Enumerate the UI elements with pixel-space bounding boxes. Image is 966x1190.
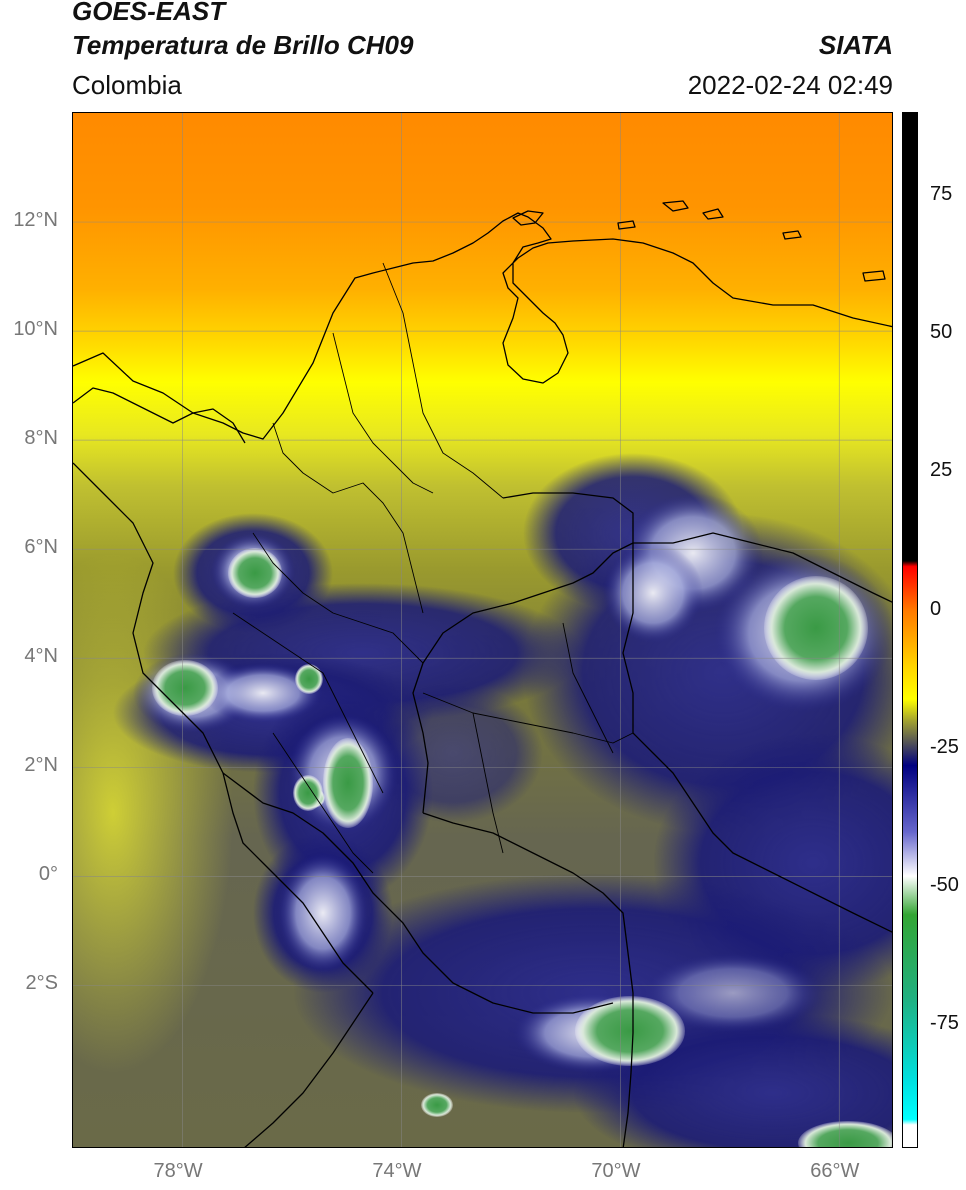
lat-tick-label: 2°S: [25, 972, 58, 995]
colorbar-tick-label: 25: [930, 459, 953, 482]
colorbar-tick-label: -50: [930, 874, 959, 897]
lon-tick-label: 66°W: [810, 1160, 860, 1182]
lat-tick-label: 2°N: [24, 754, 58, 777]
lat-tick-label: 8°N: [24, 427, 58, 450]
colorbar: [902, 112, 918, 1148]
colorbar-canvas: [903, 113, 917, 1147]
colorbar-fill: [903, 113, 917, 1147]
lat-tick-label: 10°N: [13, 318, 58, 341]
satellite-title: GOES-EAST: [72, 0, 226, 26]
lon-tick-label: 74°W: [372, 1160, 422, 1182]
colorbar-tick-label: 50: [930, 321, 953, 344]
map-canvas: [73, 113, 892, 1147]
convective-cores: [152, 548, 892, 1147]
colorbar-tick-label: -25: [930, 735, 959, 758]
lon-tick-label: 78°W: [153, 1160, 203, 1182]
colorbar-tick-label: 75: [930, 182, 953, 205]
product-title: Temperatura de Brillo CH09: [72, 30, 414, 60]
lat-tick-label: 6°N: [24, 536, 58, 559]
colorbar-tick-label: -75: [930, 1012, 959, 1035]
lat-tick-label: 12°N: [13, 209, 58, 232]
map-gridlines: [73, 113, 892, 1147]
lat-tick-label: 4°N: [24, 645, 58, 668]
timestamp-label: 2022-02-24 02:49: [687, 70, 893, 100]
lat-tick-label: 0°: [38, 863, 58, 886]
country-borders: [73, 200, 892, 1147]
region-label: Colombia: [72, 70, 182, 100]
satellite-map: [72, 112, 893, 1148]
colorbar-tick-label: 0: [930, 597, 942, 620]
source-label: SIATA: [818, 30, 893, 60]
lon-tick-label: 70°W: [591, 1160, 641, 1182]
